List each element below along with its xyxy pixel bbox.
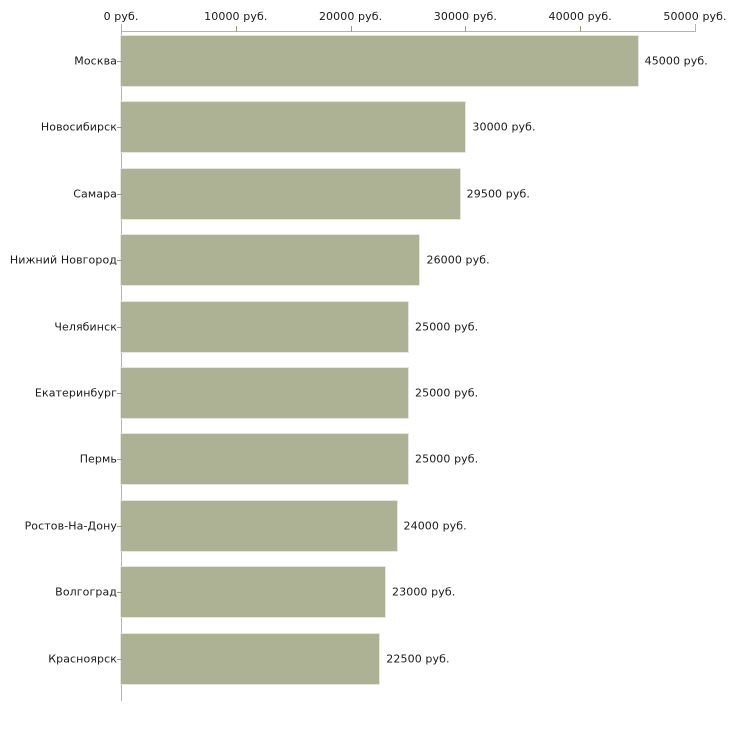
bar-value-label: 22500 руб. <box>386 652 450 666</box>
category-tick-mark <box>117 658 122 660</box>
category-label: Пермь <box>79 452 117 466</box>
x-axis-tick-label: 0 руб. <box>103 10 139 23</box>
category-tick-mark <box>117 525 122 527</box>
bar[interactable] <box>121 368 408 418</box>
bar[interactable] <box>121 633 380 684</box>
category-label: Новосибирск <box>40 120 117 134</box>
bar[interactable] <box>121 235 420 286</box>
x-axis-tick-label: 30000 руб. <box>433 10 498 23</box>
category-tick-mark <box>117 592 122 594</box>
category-tick-mark <box>117 326 122 328</box>
bar[interactable] <box>121 567 386 618</box>
bar[interactable] <box>121 168 460 219</box>
category-label: Ростов-На-Дону <box>24 519 117 533</box>
x-axis-tick-label: 40000 руб. <box>548 10 612 23</box>
bar-value-label: 45000 руб. <box>644 54 708 68</box>
y-axis-line <box>121 31 122 701</box>
bar-value-label: 25000 руб. <box>415 452 479 466</box>
bar[interactable] <box>121 500 397 551</box>
category-label: Москва <box>74 54 117 68</box>
bar[interactable] <box>121 434 408 485</box>
x-axis-tick-label: 50000 руб. <box>663 10 727 23</box>
category-tick-mark <box>117 260 122 262</box>
category-tick-mark <box>117 193 122 195</box>
category-label: Самара <box>73 187 117 201</box>
x-axis-line <box>121 31 695 32</box>
bar-value-label: 30000 руб. <box>472 120 536 134</box>
bar[interactable] <box>121 102 466 153</box>
x-axis-tick-mark <box>465 26 467 32</box>
category-label: Челябинск <box>54 320 117 334</box>
category-label: Красноярск <box>48 652 117 666</box>
x-axis-tick-mark <box>121 24 122 32</box>
bar-value-label: 26000 руб. <box>426 253 490 267</box>
category-tick-mark <box>117 61 122 62</box>
bar-value-label: 25000 руб. <box>415 386 479 400</box>
x-axis-tick-label: 10000 руб. <box>204 10 268 23</box>
bar-value-label: 23000 руб. <box>392 585 456 599</box>
x-axis-tick-label: 20000 руб. <box>318 10 383 23</box>
bar[interactable] <box>121 301 408 352</box>
bar-value-label: 24000 руб. <box>403 519 467 533</box>
category-label: Нижний Новгород <box>9 253 117 267</box>
bar-value-label: 25000 руб. <box>415 320 479 334</box>
bar[interactable] <box>121 36 638 86</box>
category-tick-mark <box>117 459 122 461</box>
category-tick-mark <box>117 393 122 394</box>
category-tick-mark <box>117 127 122 129</box>
x-axis-tick-mark <box>580 26 582 32</box>
bar-value-label: 29500 руб. <box>466 187 530 201</box>
x-axis-tick-mark <box>235 26 237 32</box>
x-axis-tick-mark <box>350 26 352 32</box>
category-label: Екатеринбург <box>34 386 117 400</box>
category-label: Волгоград <box>55 585 117 599</box>
x-axis-tick-mark <box>695 24 696 32</box>
